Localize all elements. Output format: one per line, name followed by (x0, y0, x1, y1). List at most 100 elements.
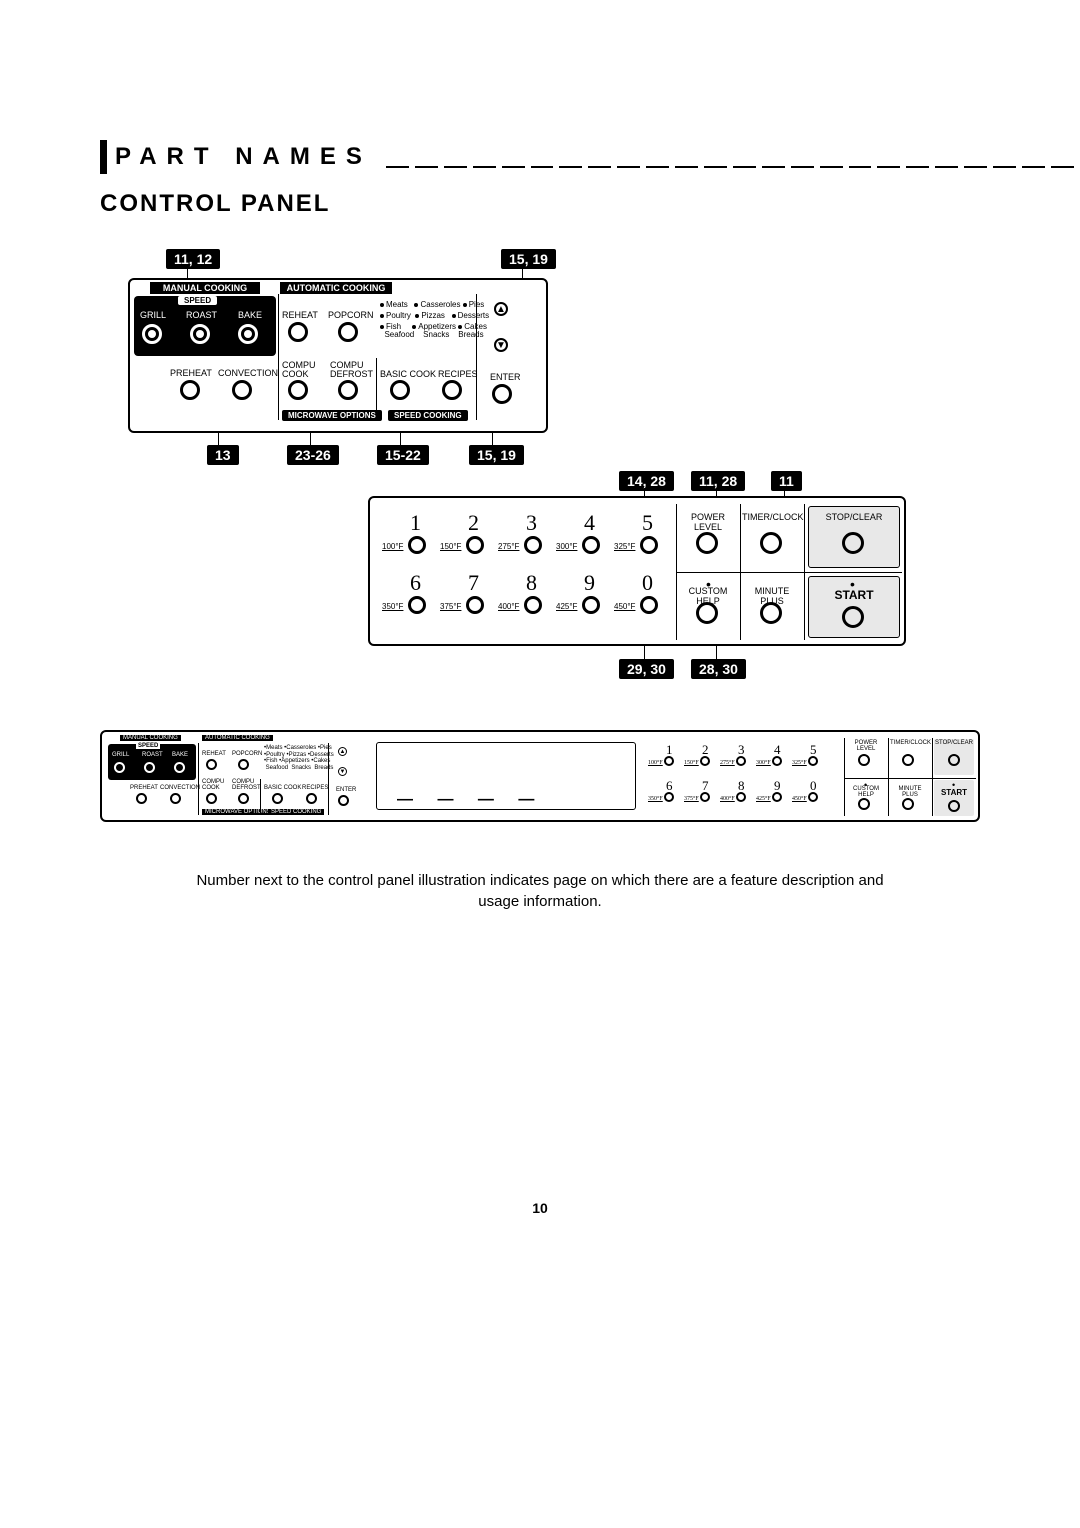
callout-11-12: 11, 12 (165, 248, 221, 270)
page-header: PART NAMES (100, 140, 980, 174)
section-title: PART NAMES (115, 143, 372, 171)
compu-cook-button[interactable] (288, 380, 308, 400)
keypad-7-button[interactable] (466, 596, 484, 614)
keypad-9-button[interactable] (582, 596, 600, 614)
keypad-2: 2 (468, 510, 479, 536)
enter-label: ENTER (490, 372, 521, 382)
callout-lead (716, 646, 717, 660)
power-level-button[interactable] (696, 532, 718, 554)
keypad-8: 8 (526, 570, 537, 596)
keypad-6: 6 (410, 570, 421, 596)
keypad-2-button[interactable] (466, 536, 484, 554)
roast-button[interactable] (190, 324, 210, 344)
keypad-9: 9 (584, 570, 595, 596)
temp-300: 300°F (556, 542, 577, 551)
recipes-button[interactable] (442, 380, 462, 400)
callout-15-22: 15-22 (376, 444, 430, 466)
keypad-4-button[interactable] (582, 536, 600, 554)
keypad-4: 4 (584, 510, 595, 536)
enter-button[interactable] (492, 384, 512, 404)
compu-cook-label2: COOK (282, 369, 309, 379)
header-manual-cooking: MANUAL COOKING (150, 282, 260, 294)
preheat-button[interactable] (180, 380, 200, 400)
keypad-3-button[interactable] (524, 536, 542, 554)
microwave-options-header: MICROWAVE OPTIONS (282, 410, 382, 421)
callout-lead (644, 646, 645, 660)
callout-lead (400, 432, 401, 446)
grill-label: GRILL (140, 310, 166, 320)
keypad-0-button[interactable] (640, 596, 658, 614)
timer-clock-button[interactable] (760, 532, 782, 554)
grill-button[interactable] (142, 324, 162, 344)
callout-13: 13 (206, 444, 240, 466)
divider-line (476, 294, 477, 420)
callout-28-30: 28, 30 (690, 658, 747, 680)
start-label: START (810, 588, 898, 602)
callout-15-19: 15, 19 (500, 248, 557, 270)
convection-button[interactable] (232, 380, 252, 400)
temp-325: 325°F (614, 542, 635, 551)
popcorn-label: POPCORN (328, 310, 374, 320)
keypad-5-button[interactable] (640, 536, 658, 554)
bake-label: BAKE (238, 310, 262, 320)
custom-help-button[interactable] (696, 602, 718, 624)
callout-11: 11 (770, 470, 803, 492)
stop-clear-label: STOP/CLEAR (810, 512, 898, 522)
header-automatic-cooking: AUTOMATIC COOKING (280, 282, 392, 294)
temp-100: 100°F (382, 542, 403, 551)
control-panel-right: 1 2 3 4 5 100°F 150°F 275°F 300°F 325°F … (368, 496, 906, 646)
divider-line (376, 358, 377, 420)
food-category-list: Meats Casseroles Pies Poultry Pizzas Des… (380, 300, 510, 341)
subtitle: CONTROL PANEL (100, 190, 330, 218)
keypad-0: 0 (642, 570, 653, 596)
speed-cooking-header: SPEED COOKING (388, 410, 468, 421)
reheat-button[interactable] (288, 322, 308, 342)
keypad-5: 5 (642, 510, 653, 536)
overview-food-list: •Meats •Casseroles •Pies •Poultry •Pizza… (264, 745, 334, 771)
recipes-label: RECIPES (438, 369, 478, 379)
keypad-1: 1 (410, 510, 421, 536)
basic-cook-button[interactable] (390, 380, 410, 400)
callout-lead (310, 432, 311, 446)
keypad-7: 7 (468, 570, 479, 596)
temp-150: 150°F (440, 542, 461, 551)
keypad-3: 3 (526, 510, 537, 536)
timer-clock-label: TIMER/CLOCK (742, 512, 802, 522)
keypad-1-button[interactable] (408, 536, 426, 554)
overview-display: — — — — (376, 742, 636, 810)
callout-29-30: 29, 30 (618, 658, 675, 680)
preheat-label: PREHEAT (170, 368, 212, 378)
bake-button[interactable] (238, 324, 258, 344)
callout-lead (492, 432, 493, 446)
keypad-6-button[interactable] (408, 596, 426, 614)
convection-label: CONVECTION (218, 368, 278, 378)
callout-14-28: 14, 28 (618, 470, 675, 492)
reheat-label: REHEAT (282, 310, 318, 320)
minute-plus-button[interactable] (760, 602, 782, 624)
start-button[interactable] (842, 606, 864, 628)
temp-350: 350°F (382, 602, 403, 611)
divider (676, 572, 902, 573)
callout-23-26: 23-26 (286, 444, 340, 466)
power-level-label: POWER LEVEL (678, 512, 738, 532)
temp-375: 375°F (440, 602, 461, 611)
overview-keypad: 1 2 3 4 5 100°F 150°F 275°F 300°F 325°F … (648, 736, 838, 818)
basic-cook-label: BASIC COOK (380, 369, 436, 379)
overview-right-buttons: POWER LEVEL TIMER/CLOCK STOP/CLEAR • CUS… (844, 736, 976, 818)
temp-425: 425°F (556, 602, 577, 611)
callout-15-19b: 15, 19 (468, 444, 525, 466)
header-dash-overlay (380, 164, 1080, 170)
roast-label: ROAST (186, 310, 217, 320)
temp-400: 400°F (498, 602, 519, 611)
popcorn-button[interactable] (338, 322, 358, 342)
stop-clear-button[interactable] (842, 532, 864, 554)
control-panel-left: MANUAL COOKING AUTOMATIC COOKING SPEED G… (128, 278, 548, 433)
compu-defrost-button[interactable] (338, 380, 358, 400)
control-panel-overview: MANUAL COOKING AUTOMATIC COOKING SPEED G… (100, 730, 980, 822)
caption-text: Number next to the control panel illustr… (180, 870, 900, 912)
overview-manual-group: SPEED GRILL ROAST BAKE (108, 744, 196, 780)
keypad-8-button[interactable] (524, 596, 542, 614)
page-number: 10 (0, 1200, 1080, 1216)
manual-cooking-group: SPEED GRILL ROAST BAKE (134, 296, 276, 356)
compu-defrost-label2: DEFROST (330, 369, 373, 379)
